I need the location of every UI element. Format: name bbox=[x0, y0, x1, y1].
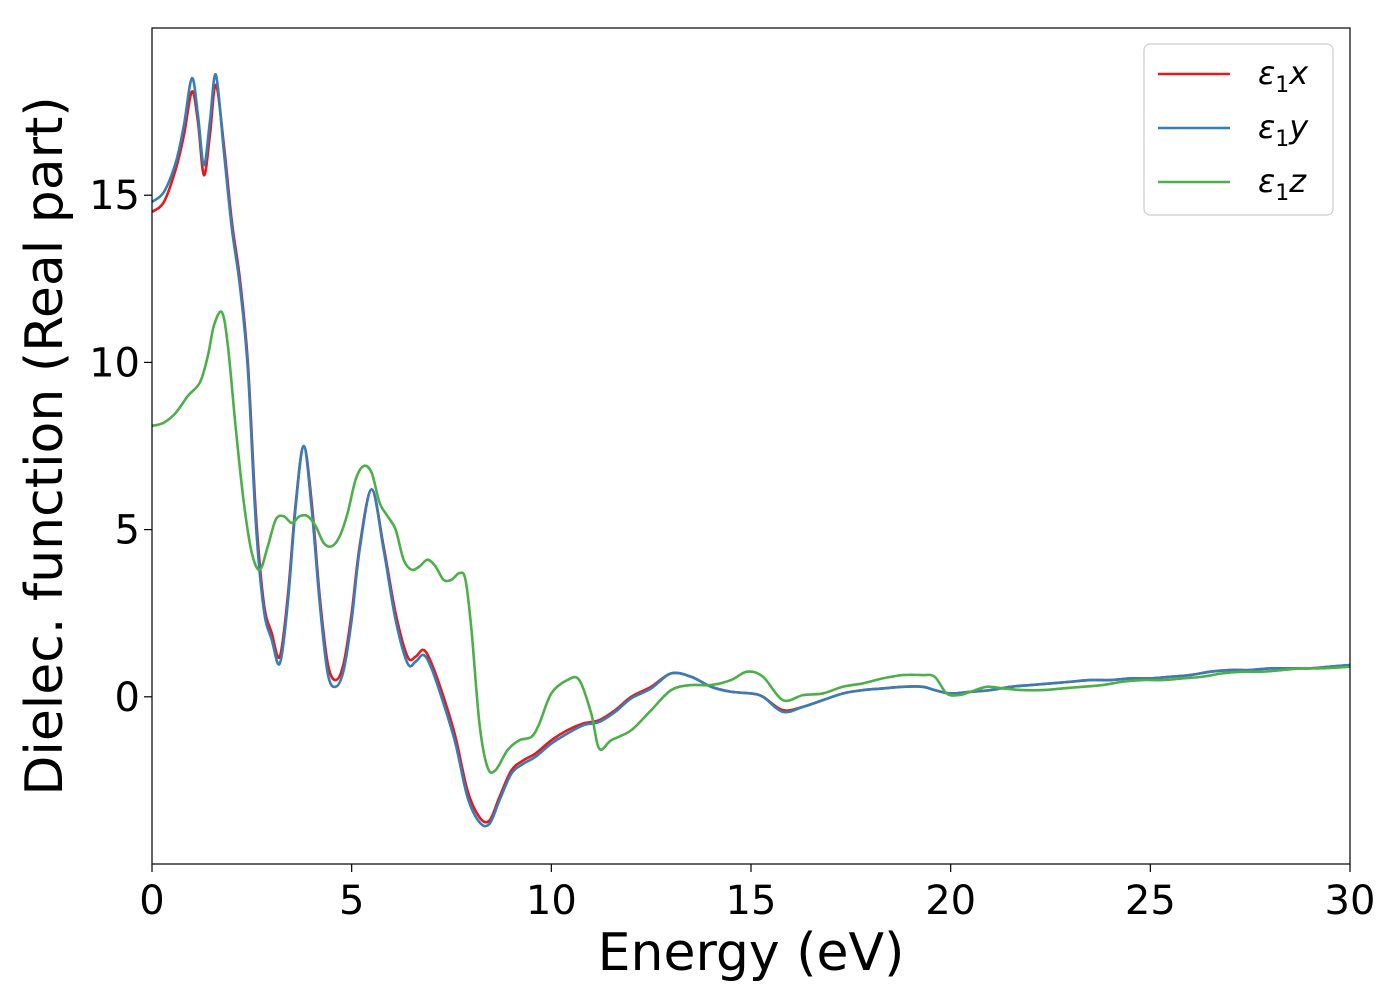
x-tick-label: 20 bbox=[925, 878, 976, 924]
legend-label-z: ε1z bbox=[1258, 162, 1307, 206]
series-line-z bbox=[151, 310, 1351, 774]
x-tick-label: 30 bbox=[1325, 878, 1376, 924]
x-tick-label: 15 bbox=[726, 878, 777, 924]
y-tick-label: 0 bbox=[115, 675, 140, 721]
x-tick-label: 25 bbox=[1125, 878, 1176, 924]
legend-box bbox=[1143, 43, 1334, 216]
series-layer bbox=[151, 73, 1351, 828]
y-tick-label: 5 bbox=[115, 508, 140, 554]
y-axis: 0 5 10 15 bbox=[89, 173, 152, 721]
legend-label-y: ε1y bbox=[1258, 108, 1309, 152]
x-axis: 0 5 10 15 20 25 30 bbox=[139, 864, 1375, 924]
x-tick-label: 10 bbox=[526, 878, 577, 924]
legend: ε1x ε1y ε1z bbox=[1143, 43, 1334, 216]
x-axis-title: Energy (eV) bbox=[598, 923, 905, 983]
y-tick-label: 10 bbox=[89, 340, 140, 386]
y-tick-label: 15 bbox=[89, 173, 140, 219]
x-tick-label: 5 bbox=[339, 878, 364, 924]
x-tick-label: 0 bbox=[139, 878, 164, 924]
series-line-y bbox=[151, 73, 1351, 828]
legend-label-x: ε1x bbox=[1258, 54, 1309, 98]
y-axis-title: Dielec. function (Real part) bbox=[15, 96, 75, 795]
